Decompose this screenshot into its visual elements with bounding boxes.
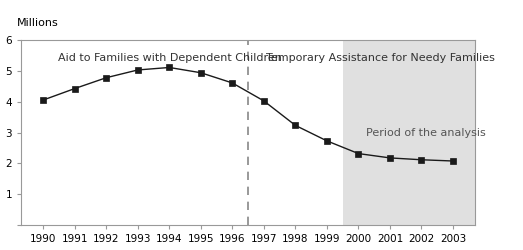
Text: Millions: Millions — [17, 18, 59, 28]
Text: Temporary Assistance for Needy Families: Temporary Assistance for Needy Families — [266, 52, 495, 62]
Text: Aid to Families with Dependent Children: Aid to Families with Dependent Children — [58, 52, 281, 62]
Bar — [343, 40, 475, 226]
Text: Period of the analysis: Period of the analysis — [366, 128, 486, 138]
